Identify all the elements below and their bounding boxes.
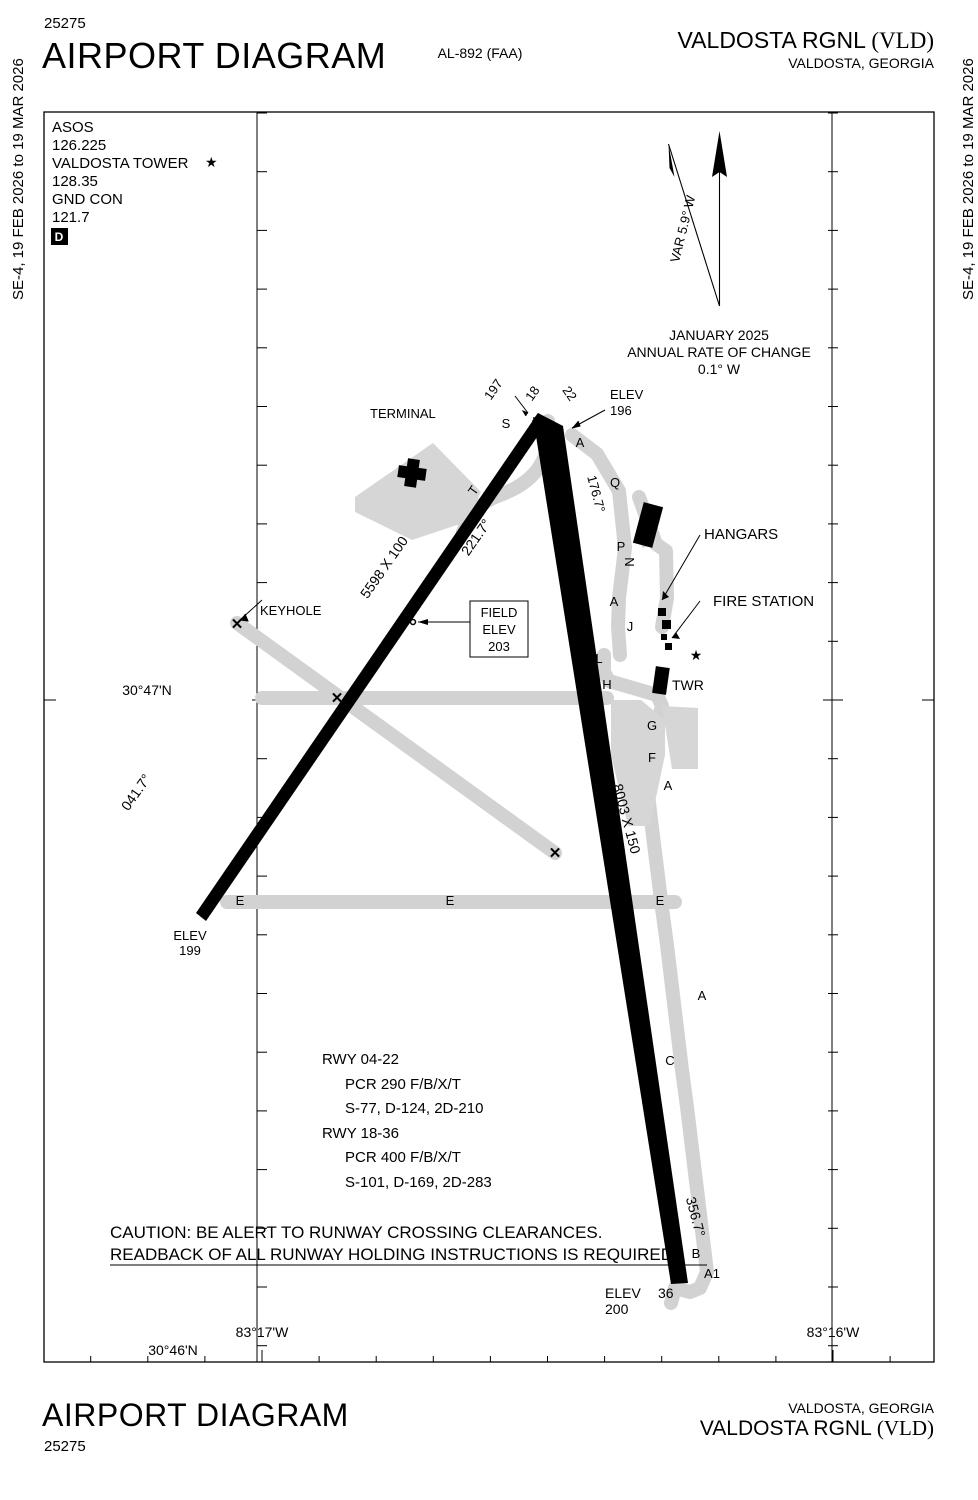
svg-text:E: E (236, 893, 245, 908)
svg-text:A: A (610, 594, 619, 609)
svg-text:Q: Q (610, 475, 620, 490)
svg-text:VALDOSTA TOWER: VALDOSTA TOWER (52, 155, 189, 172)
svg-text:AIRPORT DIAGRAM: AIRPORT DIAGRAM (42, 1397, 349, 1433)
svg-text:041.7°: 041.7° (118, 771, 154, 813)
svg-text:83°16'W: 83°16'W (807, 1324, 860, 1340)
svg-text:READBACK OF ALL RUNWAY HOLDING: READBACK OF ALL RUNWAY HOLDING INSTRUCTI… (110, 1245, 678, 1264)
svg-text:L: L (595, 651, 602, 666)
svg-text:RWY 18-36: RWY 18-36 (322, 1125, 399, 1142)
svg-text:C: C (665, 1053, 674, 1068)
svg-text:ANNUAL RATE OF CHANGE: ANNUAL RATE OF CHANGE (627, 344, 811, 360)
svg-text:25275: 25275 (44, 1438, 86, 1455)
svg-text:KEYHOLE: KEYHOLE (260, 603, 322, 618)
svg-text:E: E (656, 893, 665, 908)
svg-text:VALDOSTA, GEORGIA: VALDOSTA, GEORGIA (788, 1400, 934, 1416)
svg-text:200: 200 (605, 1301, 629, 1317)
svg-text:126.225: 126.225 (52, 137, 106, 154)
svg-text:203: 203 (488, 639, 510, 654)
svg-text:D: D (55, 230, 64, 244)
svg-text:22: 22 (559, 383, 580, 403)
svg-text:5598 X 100: 5598 X 100 (357, 533, 411, 601)
svg-text:ELEV: ELEV (173, 928, 207, 943)
svg-text:G: G (647, 718, 657, 733)
svg-text:JANUARY 2025: JANUARY 2025 (669, 327, 769, 343)
svg-text:VALDOSTA RGNL (VLD): VALDOSTA RGNL (VLD) (700, 1416, 934, 1440)
svg-text:196: 196 (610, 403, 632, 418)
svg-text:36: 36 (658, 1285, 674, 1301)
svg-text:HANGARS: HANGARS (704, 526, 778, 543)
svg-text:PCR 290 F/B/X/T: PCR 290 F/B/X/T (345, 1076, 461, 1093)
svg-text:ASOS: ASOS (52, 119, 94, 136)
svg-text:S-101, D-169, 2D-283: S-101, D-169, 2D-283 (345, 1174, 492, 1191)
svg-text:P: P (617, 539, 626, 554)
svg-text:TWR: TWR (672, 677, 704, 693)
svg-text:J: J (627, 619, 634, 634)
svg-text:✕: ✕ (549, 845, 562, 862)
svg-text:ELEV: ELEV (482, 622, 516, 637)
svg-text:30°47'N: 30°47'N (122, 682, 172, 698)
svg-text:H: H (602, 677, 611, 692)
svg-text:83°17'W: 83°17'W (236, 1324, 289, 1340)
svg-text:A1: A1 (704, 1266, 720, 1281)
svg-text:S: S (502, 416, 511, 431)
svg-text:0.1° W: 0.1° W (698, 361, 741, 377)
svg-text:25275: 25275 (44, 15, 86, 32)
svg-text:18: 18 (522, 383, 543, 403)
svg-text:S-77, D-124, 2D-210: S-77, D-124, 2D-210 (345, 1100, 483, 1117)
svg-text:VALDOSTA RGNL (VLD): VALDOSTA RGNL (VLD) (678, 27, 934, 53)
svg-text:ELEV: ELEV (605, 1285, 641, 1301)
svg-text:A: A (664, 778, 673, 793)
svg-text:PCR 400 F/B/X/T: PCR 400 F/B/X/T (345, 1149, 461, 1166)
svg-text:197: 197 (481, 376, 506, 402)
svg-text:CAUTION: BE ALERT TO RUNWAY CR: CAUTION: BE ALERT TO RUNWAY CROSSING CLE… (110, 1223, 603, 1242)
svg-text:✕: ✕ (331, 690, 344, 707)
svg-text:N: N (622, 557, 637, 566)
svg-text:B: B (692, 1246, 701, 1261)
svg-text:VAR 5.9° W: VAR 5.9° W (667, 193, 698, 264)
svg-text:TERMINAL: TERMINAL (370, 406, 436, 421)
svg-text:FIELD: FIELD (481, 605, 518, 620)
svg-text:★: ★ (205, 154, 218, 170)
svg-text:FIRE STATION: FIRE STATION (713, 593, 814, 610)
svg-text:★: ★ (690, 647, 703, 663)
svg-text:121.7: 121.7 (52, 209, 90, 226)
svg-text:VALDOSTA, GEORGIA: VALDOSTA, GEORGIA (788, 55, 934, 71)
svg-text:199: 199 (179, 943, 201, 958)
svg-text:F: F (648, 750, 656, 765)
svg-text:A: A (698, 988, 707, 1003)
svg-text:E: E (446, 893, 455, 908)
svg-text:AL-892 (FAA): AL-892 (FAA) (438, 45, 523, 61)
svg-text:RWY 04-22: RWY 04-22 (322, 1051, 399, 1068)
svg-text:GND CON: GND CON (52, 191, 123, 208)
svg-text:A: A (576, 435, 585, 450)
svg-text:128.35: 128.35 (52, 173, 98, 190)
svg-text:ELEV: ELEV (610, 387, 644, 402)
svg-text:30°46'N: 30°46'N (148, 1342, 198, 1358)
svg-text:AIRPORT DIAGRAM: AIRPORT DIAGRAM (42, 35, 386, 76)
